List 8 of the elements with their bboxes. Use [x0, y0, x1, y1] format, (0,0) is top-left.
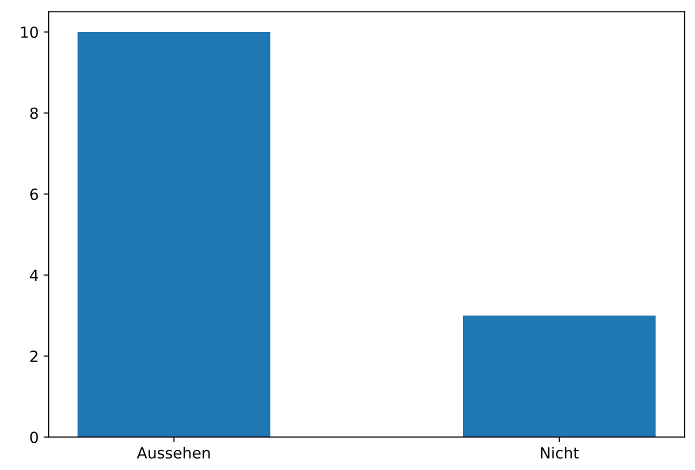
x-tick-label: Nicht — [540, 446, 579, 459]
y-tick-label: 6 — [30, 188, 38, 200]
y-tick-label: 0 — [30, 432, 38, 444]
x-tick-label: Aussehen — [136, 446, 210, 459]
y-tick-label: 2 — [30, 350, 38, 362]
y-tick-label: 8 — [30, 107, 38, 120]
y-tick-label: 10 — [21, 26, 38, 38]
y-tick-label: 4 — [30, 270, 38, 281]
